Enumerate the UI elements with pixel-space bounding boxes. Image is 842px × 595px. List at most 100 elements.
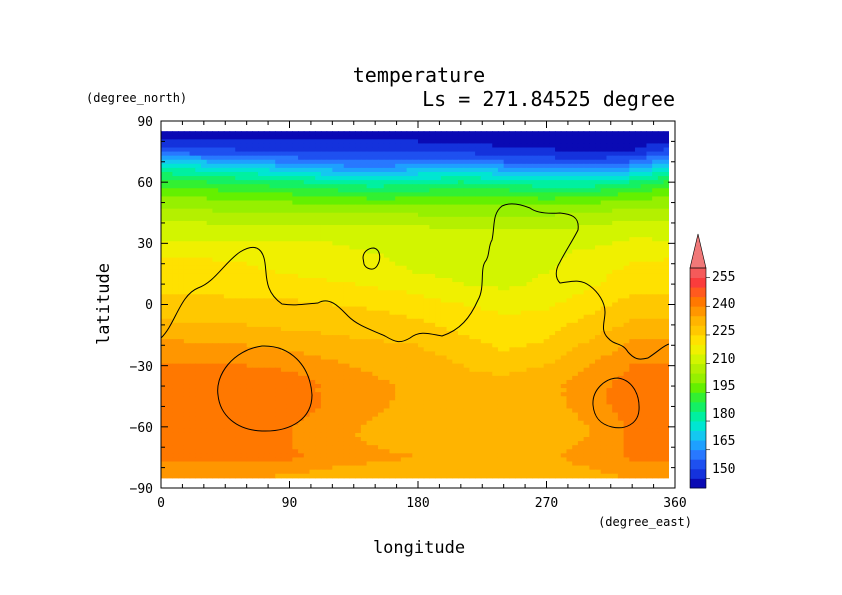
field-cell (652, 147, 659, 153)
field-cell (543, 343, 550, 348)
field-cell (400, 245, 408, 251)
field-cell (457, 147, 465, 153)
field-cell (566, 229, 573, 234)
field-cell (235, 143, 242, 149)
field-cell (326, 176, 333, 181)
field-cell (606, 135, 613, 140)
field-cell (218, 286, 225, 291)
field-cell (189, 204, 196, 210)
field-cell (549, 139, 556, 145)
field-cell (435, 339, 442, 344)
field-cell (326, 241, 333, 246)
field-cell (395, 159, 402, 165)
field-cell (252, 229, 259, 234)
field-cell (429, 188, 436, 193)
field-cell (412, 237, 419, 242)
field-cell (240, 200, 248, 206)
field-cell (292, 151, 299, 157)
field-cell (200, 343, 208, 348)
field-cell (343, 167, 351, 173)
field-cell (212, 314, 219, 320)
field-cell (218, 135, 225, 140)
field-cell (412, 253, 419, 259)
field-cell (497, 245, 505, 251)
field-cell (572, 151, 579, 157)
field-cell (280, 331, 288, 336)
field-cell (212, 212, 219, 218)
field-cell (555, 151, 562, 157)
field-cell (595, 167, 602, 173)
field-cell (600, 269, 608, 275)
field-cell (200, 147, 208, 153)
field-cell (480, 171, 488, 177)
field-cell (275, 290, 282, 295)
field-cell (395, 192, 402, 198)
field-cell (560, 314, 568, 320)
field-cell (657, 314, 665, 320)
field-cell (595, 347, 602, 352)
field-cell (480, 253, 488, 259)
field-cell (258, 245, 265, 251)
field-cell (520, 147, 528, 153)
field-cell (223, 143, 231, 149)
field-cell (303, 355, 311, 361)
field-cell (206, 331, 213, 336)
field-cell (555, 306, 562, 312)
field-cell (280, 326, 288, 332)
field-cell (418, 237, 425, 242)
field-cell (457, 269, 465, 275)
field-cell (315, 245, 322, 251)
field-cell (657, 224, 665, 230)
field-cell (326, 265, 333, 271)
field-cell (583, 151, 590, 157)
field-cell (263, 257, 271, 263)
field-cell (497, 192, 505, 198)
field-cell (606, 245, 613, 251)
field-cell (235, 265, 242, 271)
field-cell (235, 139, 242, 145)
field-cell (589, 143, 596, 149)
field-cell (520, 151, 528, 157)
field-cell (623, 314, 630, 320)
field-cell (280, 192, 288, 198)
field-cell (389, 188, 396, 193)
field-cell (286, 131, 293, 136)
field-cell (298, 261, 305, 267)
field-cell (606, 282, 613, 287)
field-cell (469, 302, 476, 308)
field-cell (332, 286, 339, 291)
field-cell (178, 245, 185, 251)
field-cell (469, 294, 476, 299)
field-cell (240, 351, 248, 357)
field-cell (526, 249, 533, 255)
field-cell (549, 171, 556, 177)
field-cell (400, 147, 408, 153)
field-cell (258, 318, 265, 324)
field-cell (623, 147, 630, 153)
field-cell (338, 163, 345, 169)
field-cell (383, 326, 391, 332)
field-cell (326, 339, 333, 344)
field-cell (275, 343, 282, 348)
field-cell (263, 176, 271, 181)
field-cell (332, 135, 339, 140)
field-cell (240, 139, 248, 145)
field-cell (200, 163, 208, 169)
field-cell (566, 143, 573, 149)
field-cell (423, 286, 431, 291)
field-cell (497, 331, 505, 336)
field-cell (543, 273, 550, 279)
field-cell (595, 204, 602, 210)
field-cell (577, 171, 585, 177)
field-cell (189, 290, 196, 295)
field-cell (218, 290, 225, 295)
field-cell (360, 224, 368, 230)
field-cell (503, 233, 510, 238)
field-cell (457, 314, 465, 320)
field-cell (503, 212, 510, 218)
field-cell (543, 286, 550, 291)
field-cell (589, 245, 596, 251)
field-cell (475, 224, 482, 230)
field-cell (166, 310, 174, 316)
field-cell (343, 192, 351, 198)
